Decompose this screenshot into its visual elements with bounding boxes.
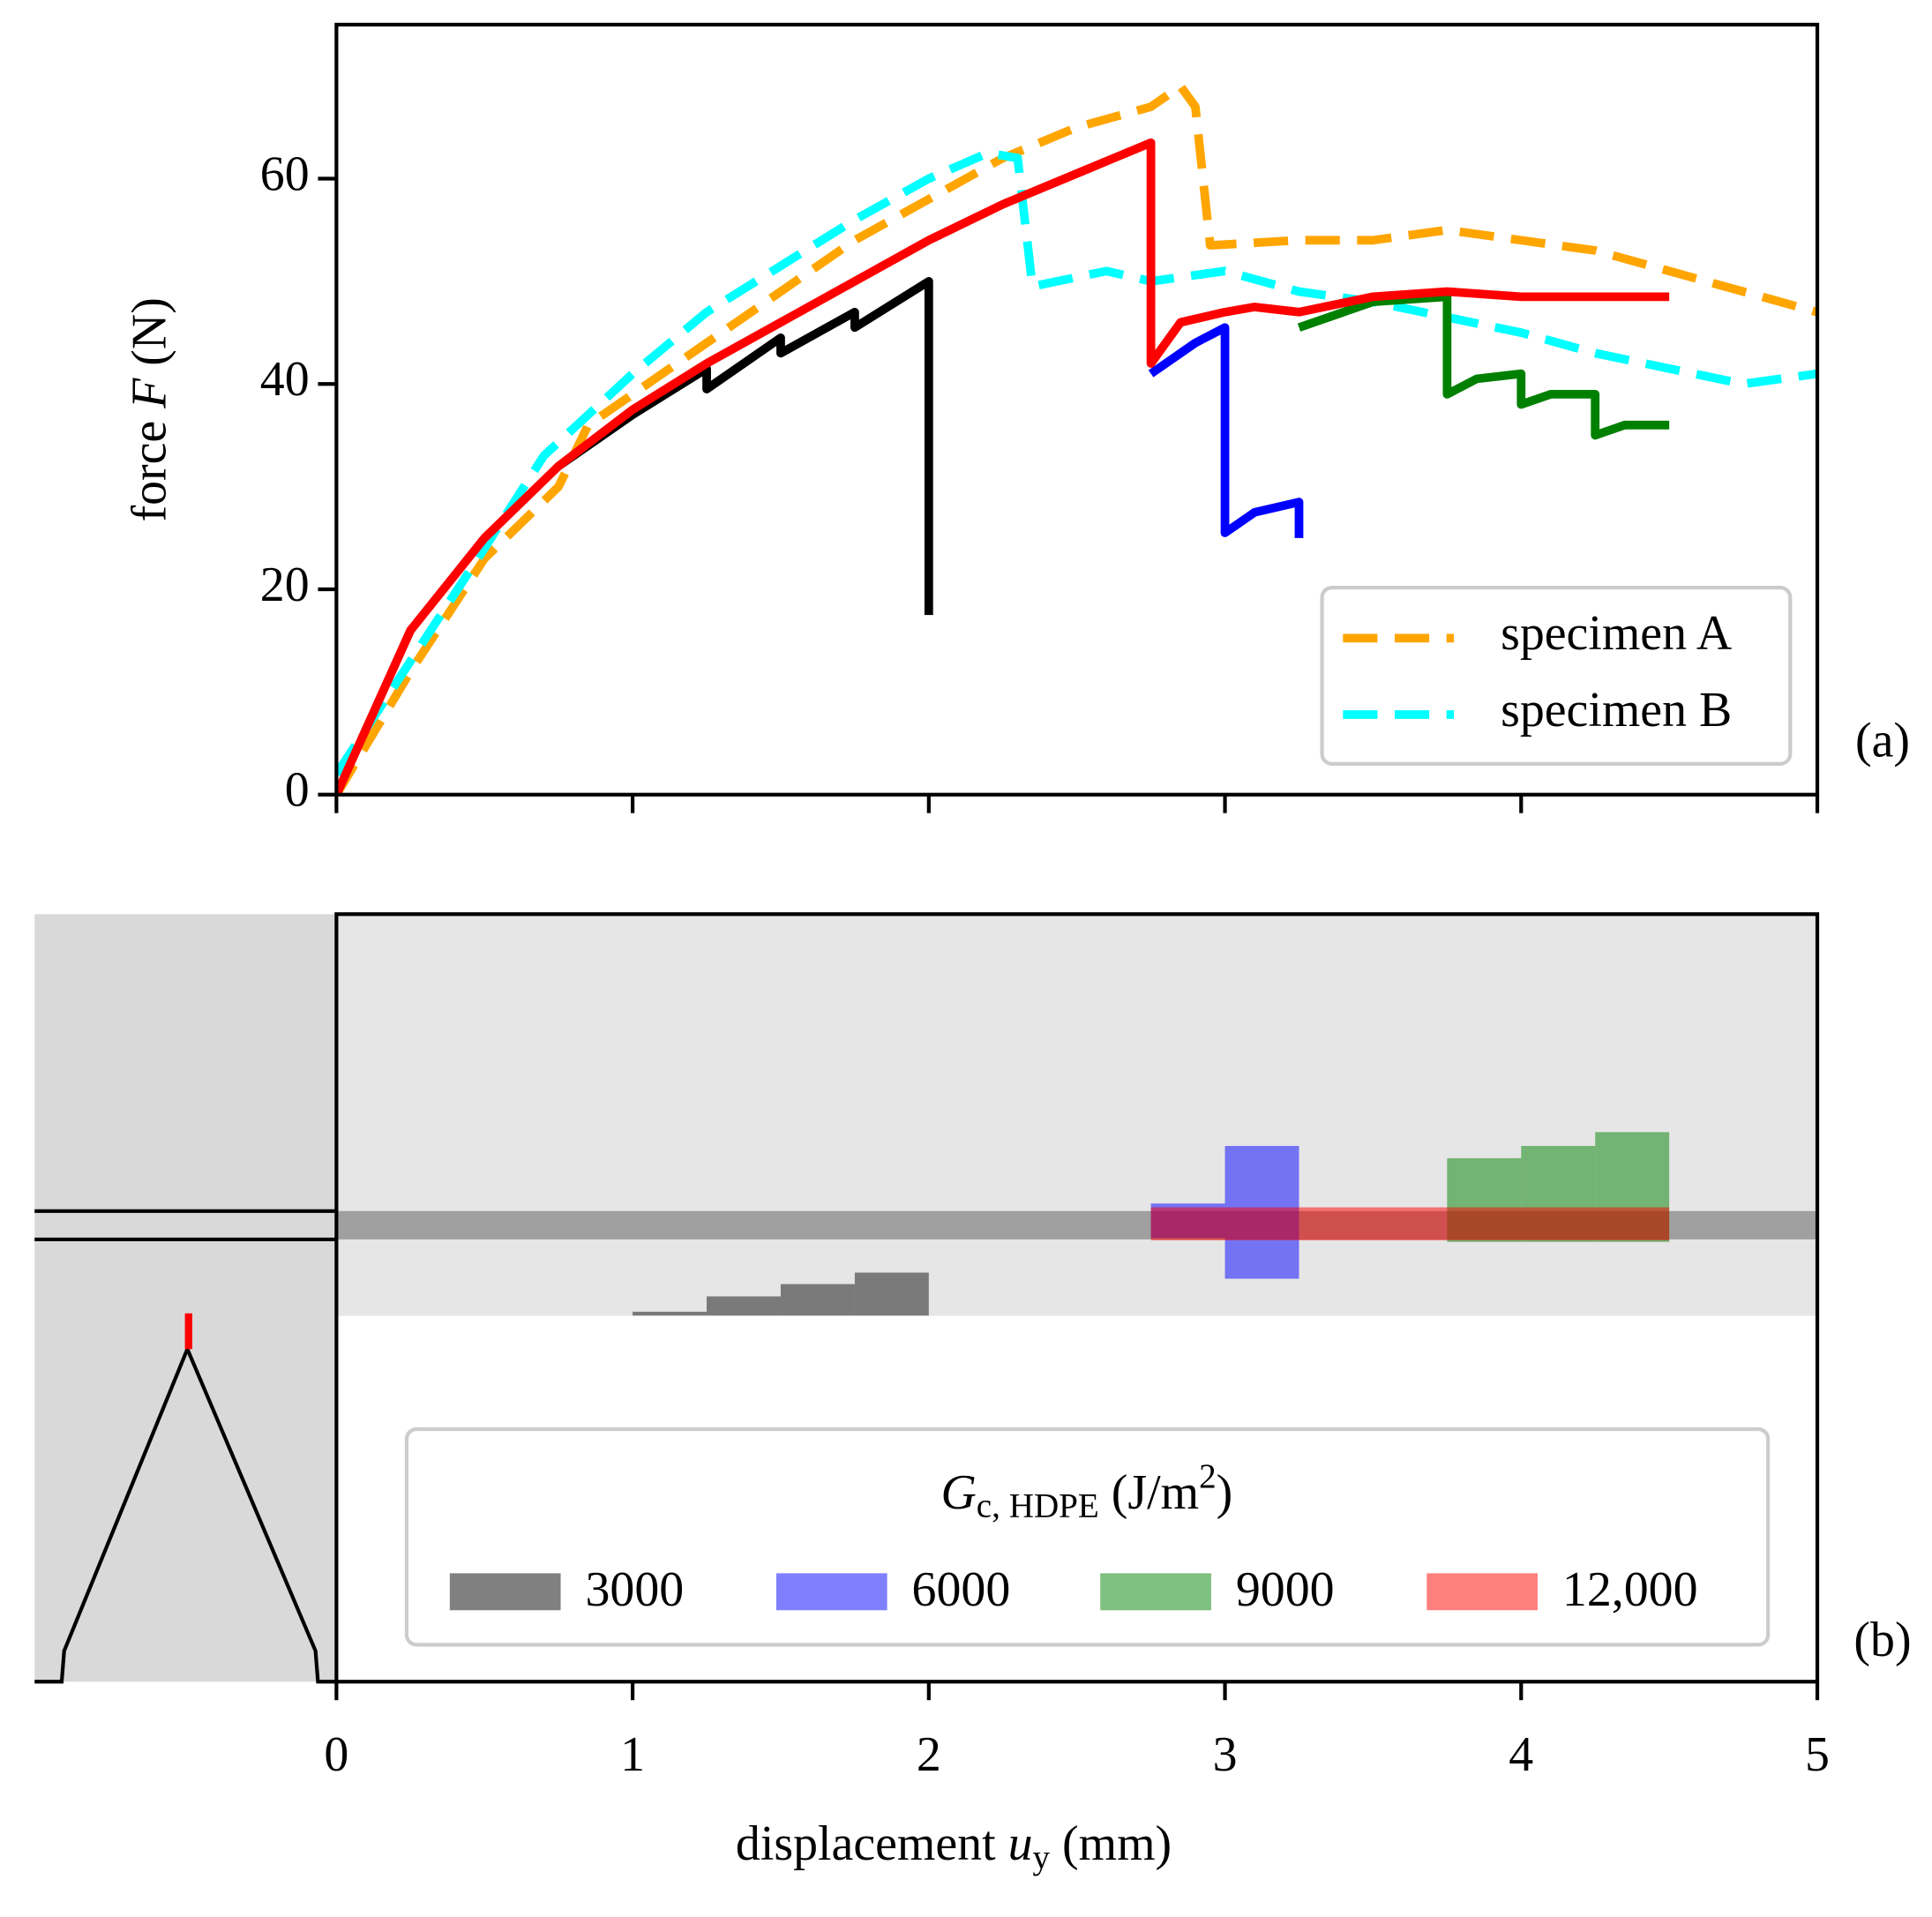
data-line	[1297, 292, 1670, 440]
specimen-region	[336, 914, 1818, 1316]
legend-title-part: G	[940, 1465, 976, 1520]
x-axis-label-part: u	[1008, 1816, 1033, 1871]
y-tick-label: 0	[285, 763, 310, 818]
x-axis-label-part: displacement	[736, 1816, 1008, 1871]
legend-label: 12,000	[1562, 1562, 1698, 1617]
data-line	[556, 276, 933, 616]
legend-label: specimen B	[1501, 683, 1732, 738]
legend-swatch	[1427, 1573, 1538, 1611]
bar	[1150, 1207, 1670, 1240]
x-axis-label: displacement uy (mm)	[736, 1816, 1172, 1876]
x-axis-label-part: y	[1033, 1838, 1051, 1876]
legend-swatch	[1100, 1573, 1211, 1611]
data-line	[336, 138, 1670, 795]
y-tick-label: 20	[260, 558, 310, 612]
legend-box	[1320, 586, 1793, 766]
legend-swatch	[449, 1573, 561, 1611]
x-tick-label: 4	[1509, 1727, 1533, 1782]
y-axis-label-part: (N)	[122, 297, 176, 378]
y-tick-label: 60	[260, 146, 310, 201]
x-tick-label: 2	[917, 1727, 941, 1782]
x-tick-label: 1	[620, 1727, 645, 1782]
y-tick-label: 40	[260, 352, 310, 407]
bar	[707, 1296, 781, 1316]
data-line	[336, 148, 1818, 777]
legend-title-part: (J/m	[1099, 1465, 1199, 1520]
legend-label: specimen A	[1501, 606, 1732, 661]
x-tick-label: 0	[324, 1727, 348, 1782]
panel-label: (a)	[1855, 714, 1910, 768]
y-axis-label-part: force	[122, 408, 176, 522]
x-axis-label-part: (mm)	[1050, 1816, 1172, 1871]
plot-frame	[334, 22, 1820, 797]
data-line	[336, 81, 1818, 795]
legend-label: 3000	[585, 1562, 684, 1617]
legend-title-part: c, HDPE	[977, 1487, 1099, 1525]
specimen-schematic	[34, 914, 337, 1682]
y-axis-label: force F (N)	[122, 297, 176, 521]
y-axis-label-part: F	[122, 378, 176, 409]
data-line	[1148, 323, 1304, 538]
bar	[633, 1311, 708, 1316]
plot-frame	[334, 912, 1820, 1684]
bar	[780, 1284, 855, 1316]
legend-label: 6000	[912, 1562, 1011, 1617]
panel-label: (b)	[1853, 1613, 1911, 1667]
legend-title: Gc, HDPE (J/m2)	[940, 1457, 1232, 1525]
legend-title-part: )	[1217, 1465, 1233, 1520]
legend-label: 9000	[1236, 1562, 1335, 1617]
x-tick-label: 3	[1213, 1727, 1238, 1782]
bar	[854, 1272, 929, 1316]
legend-swatch	[775, 1573, 887, 1611]
x-tick-label: 5	[1805, 1727, 1830, 1782]
legend-title-part: 2	[1199, 1457, 1217, 1495]
